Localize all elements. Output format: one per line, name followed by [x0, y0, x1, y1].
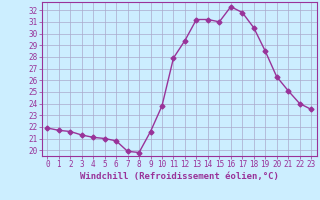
X-axis label: Windchill (Refroidissement éolien,°C): Windchill (Refroidissement éolien,°C) — [80, 172, 279, 181]
